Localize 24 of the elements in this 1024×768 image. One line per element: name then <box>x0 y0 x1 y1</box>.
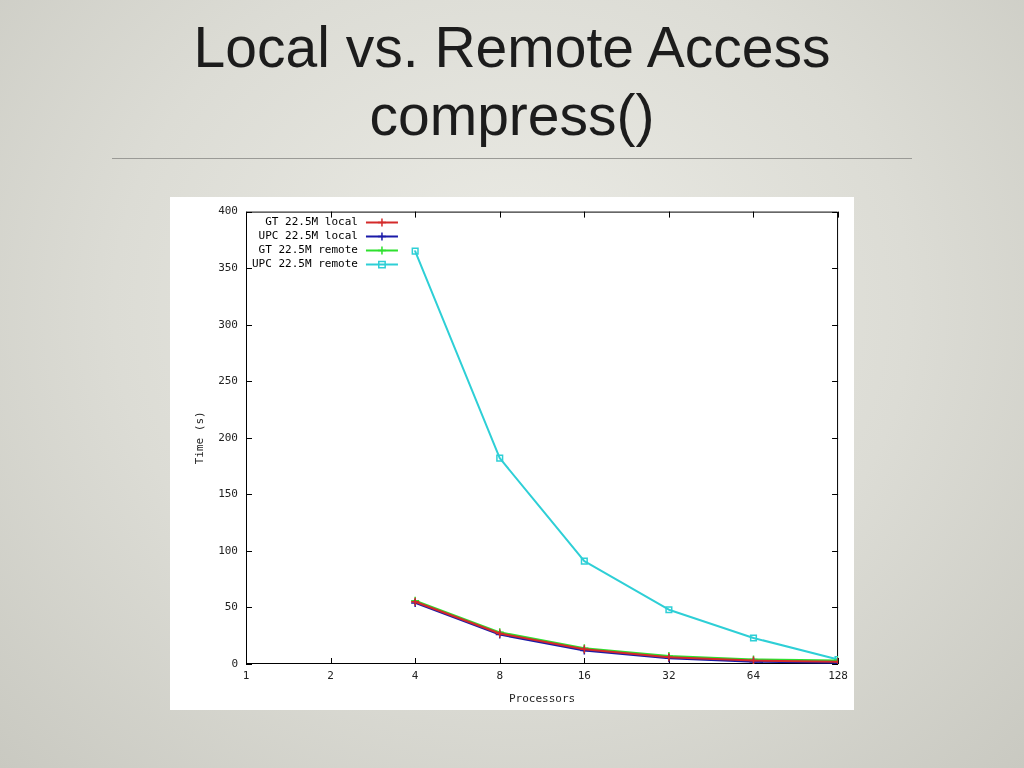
x-tick-label: 64 <box>746 669 761 683</box>
y-tick-label: 250 <box>218 374 238 388</box>
legend-label: GT 22.5M remote <box>258 243 358 257</box>
y-axis-title: Time (s) <box>193 411 207 465</box>
x-axis-title: Processors <box>508 692 576 706</box>
y-tick-label: 400 <box>218 204 238 218</box>
legend-label: UPC 22.5M remote <box>251 257 358 271</box>
y-tick-label: 350 <box>218 261 238 275</box>
y-tick-label: 0 <box>231 656 238 670</box>
x-tick-label: 32 <box>662 669 676 683</box>
y-tick-label: 100 <box>218 543 238 557</box>
x-tick-label: 8 <box>496 669 504 683</box>
x-tick-label: 128 <box>828 669 848 683</box>
x-tick-label: 2 <box>327 669 334 683</box>
x-tick-label: 1 <box>242 669 250 683</box>
x-tick-label: 16 <box>577 669 591 683</box>
chart-title: Local vs. Remote Access compress() <box>192 14 832 149</box>
legend-label: UPC 22.5M local <box>258 229 358 243</box>
x-tick-label: 4 <box>411 669 419 683</box>
y-tick-label: 300 <box>218 317 238 331</box>
legend-label: GT 22.5M local <box>265 215 358 229</box>
y-tick-label: 200 <box>218 430 238 444</box>
y-tick-label: 50 <box>224 600 238 614</box>
y-tick-label: 150 <box>218 487 238 501</box>
